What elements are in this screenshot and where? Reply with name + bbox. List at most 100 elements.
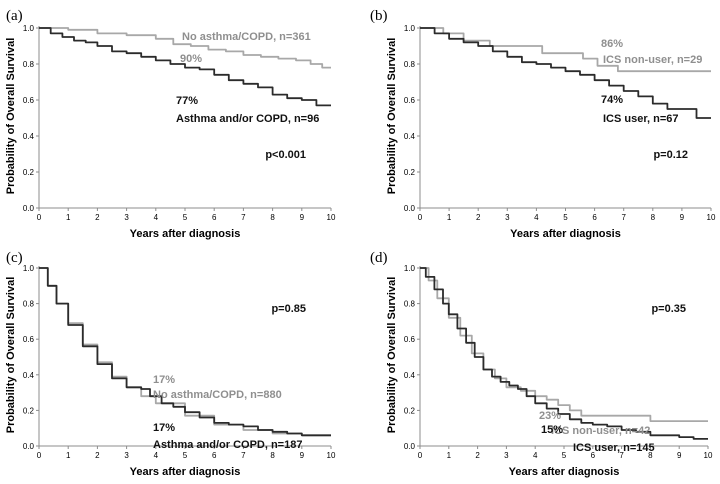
panel-a-light-series-label: No asthma/COPD, n=361 [182,31,311,43]
panel-a-x-tick-label: 1 [66,213,71,222]
panel-a-x-axis-title: Years after diagnosis [130,228,241,240]
panel-c-x-tick-label: 10 [327,451,336,460]
panel-c-dark-pct-label: 17% [153,422,175,434]
panel-c-x-tick-label: 2 [95,451,100,460]
panel-d-p-value: p=0.35 [651,303,686,315]
panel-b-y-tick-label: 1.0 [404,24,416,33]
panel-b-y-tick-label: 0.8 [404,60,416,69]
panel-b-x-tick-label: 9 [680,213,685,222]
panel-c-y-tick-label: 0.2 [23,406,35,415]
panel-c-y-tick-label: 0.0 [23,442,35,451]
panel-a-y-tick-label: 1.0 [23,24,35,33]
panel-a-label: (a) [6,8,23,24]
panel-a-x-tick-label: 8 [270,213,275,222]
panel-a-y-tick-label: 0.8 [23,60,35,69]
panel-a-y-tick-label: 0.0 [23,204,35,213]
panel-a-x-tick-label: 0 [37,213,42,222]
panel-b-x-tick-label: 3 [505,213,510,222]
panel-a-dark-series-label: Asthma and/or COPD, n=96 [176,113,319,125]
panel-b-label: (b) [370,8,388,24]
panel-d-x-tick-label: 4 [533,451,538,460]
panel-c-x-tick-label: 9 [300,451,305,460]
panel-a-y-tick-label: 0.6 [23,96,35,105]
panel-c-p-value: p=0.85 [271,303,306,315]
panel-b-x-axis-title: Years after diagnosis [510,228,621,240]
panel-c-x-tick-label: 5 [183,451,188,460]
panel-c-x-tick-label: 3 [124,451,129,460]
panel-a-x-tick-label: 5 [183,213,188,222]
panel-c-label: (c) [6,250,23,266]
panel-b-x-tick-label: 2 [476,213,481,222]
panel-c-dark-series-label: Asthma and/or COPD, n=187 [153,439,302,451]
panel-b-y-tick-label: 0.2 [404,168,416,177]
panel-d-y-axis-title: Probability of Overall Survival [386,277,398,434]
panel-d-x-axis-title: Years after diagnosis [509,466,620,478]
panel-a-x-tick-label: 4 [154,213,159,222]
panel-d-x-tick-label: 10 [704,451,713,460]
panel-d-x-tick-label: 0 [418,451,423,460]
panel-a-x-tick-label: 6 [212,213,217,222]
panel-d-x-tick-label: 3 [504,451,509,460]
panel-a-y-axis-title: Probability of Overall Survival [5,38,17,195]
panel-a: (a) 0 1 2 3 4 5 6 7 8 9 10 0.0 0.2 0.4 0.6 0.8 1.0 Years a… [5,8,336,240]
panel-d-y-tick-label: 0.4 [404,371,416,380]
panel-d-x-tick-label: 6 [591,451,596,460]
panel-c-light-series-label: No asthma/COPD, n=880 [153,389,282,401]
panel-d-y-tick-label: 0.0 [404,442,416,451]
panel-d-y-tick-label: 0.6 [404,335,416,344]
panel-b-x-tick-label: 1 [447,213,452,222]
panel-d-light-pct-label: 23% [539,410,561,422]
panel-a-curve-light [39,27,331,69]
panel-a-x-tick-label: 10 [327,213,336,222]
panel-d-y-tick-label: 0.8 [404,300,416,309]
panel-d-x-tick-label: 5 [562,451,567,460]
panel-b-dark-series-label: ICS user, n=67 [603,113,679,125]
panel-a-dark-pct-label: 77% [176,95,198,107]
panel-b-y-tick-label: 0.0 [404,204,416,213]
panel-d-curve-dark [420,267,708,440]
panel-c-x-axis-title: Years after diagnosis [130,466,241,478]
panel-b-p-value: p=0.12 [653,149,688,161]
panel-a-x-tick-label: 2 [95,213,100,222]
panel-d: (d) 0 1 2 3 4 5 6 7 8 9 10 0.0 0.2 0.4 0.6 0.8 1.0 Years a… [370,250,713,478]
panel-d-y-tick-label: 0.2 [404,406,416,415]
panel-b-x-tick-label: 5 [563,213,568,222]
panel-b-x-tick-label: 6 [592,213,597,222]
panel-c-curve-dark [39,267,331,437]
panel-c-x-tick-label: 0 [37,451,42,460]
panel-c-y-tick-label: 0.8 [23,300,35,309]
panel-b-y-tick-label: 0.4 [404,132,416,141]
panel-b: (b) 0 1 2 3 4 5 6 7 8 9 10 0.0 0.2 0.4 0.6 0.8 1.0 Years a… [370,8,716,240]
panel-c-x-tick-label: 4 [154,451,159,460]
panel-d-label: (d) [370,250,388,266]
panel-d-x-tick-label: 1 [447,451,452,460]
panel-c-y-axis-title: Probability of Overall Survival [5,277,17,434]
panel-b-light-pct-label: 86% [601,38,623,50]
panel-c-y-tick-label: 0.4 [23,371,35,380]
panel-c-y-tick-label: 0.6 [23,335,35,344]
panel-b-x-tick-label: 8 [651,213,656,222]
panel-a-light-pct-label: 90% [180,53,202,65]
panel-b-y-axis-title: Probability of Overall Survival [386,38,398,195]
panel-b-dark-pct-label: 74% [601,94,623,106]
panel-d-x-tick-label: 8 [648,451,653,460]
panel-a-x-tick-label: 3 [124,213,129,222]
panel-b-x-tick-label: 4 [534,213,539,222]
panel-c-y-tick-label: 1.0 [23,264,35,273]
panel-d-dark-pct-label: 15% [541,424,563,436]
panel-b-y-tick-label: 0.6 [404,96,416,105]
panel-b-x-tick-label: 10 [707,213,716,222]
panel-b-x-tick-label: 0 [418,213,423,222]
panel-b-x-tick-label: 7 [621,213,626,222]
panel-a-y-tick-label: 0.2 [23,168,35,177]
panel-d-x-tick-label: 9 [677,451,682,460]
panel-c-x-tick-label: 8 [270,451,275,460]
panel-d-x-tick-label: 2 [475,451,480,460]
panel-d-light-series-label: ICS non-user, n=42 [551,425,650,437]
panel-a-curve-dark [39,27,331,107]
panel-b-curve-light [420,27,711,73]
panel-d-x-tick-label: 7 [619,451,624,460]
panel-b-light-series-label: ICS non-user, n=29 [603,54,702,66]
panel-c-x-tick-label: 6 [212,451,217,460]
panel-c-light-pct-label: 17% [153,374,175,386]
